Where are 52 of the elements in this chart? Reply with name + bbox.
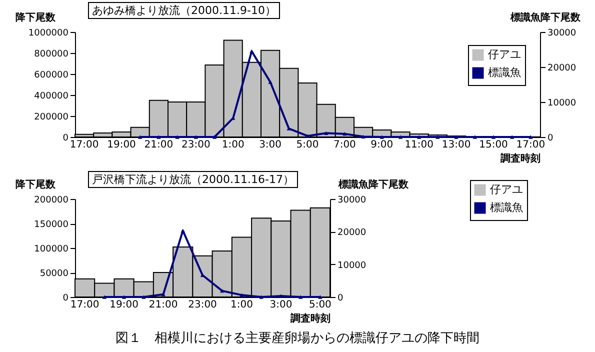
y2-axis-title: 標識魚降下尾数 (338, 178, 410, 190)
y2-tick-label: 30000 (338, 196, 366, 206)
y2-tick-label: 10000 (548, 98, 576, 108)
x-tick-label: 3:00 (270, 300, 292, 310)
y-tick-label: 800000 (34, 50, 69, 60)
y-tick-label: 400000 (34, 92, 69, 102)
y2-axis-title: 標識魚降下尾数 (510, 12, 582, 24)
y2-tick-label: 10000 (338, 260, 366, 271)
y-axis-title: 降下尾数 (16, 12, 56, 24)
y-tick-label: 1000000 (28, 28, 69, 38)
y-tick-label: 0 (62, 294, 69, 304)
chart-title: 戸沢橋下流より放流（2000.11.16-17） (88, 171, 298, 188)
y-tick-label: 150000 (34, 220, 69, 230)
y-tick-label: 200000 (34, 112, 69, 122)
x-tick-label: 5:00 (296, 140, 319, 150)
x-tick-label: 21:00 (144, 140, 174, 150)
caption: 図１ 相模川における主要産卵場からの標識仔アユの降下時間 (114, 330, 480, 347)
y2-tick-label: 0 (338, 294, 344, 304)
legend-label: 仔アユ (488, 48, 521, 61)
y2-tick-label: 0 (548, 134, 554, 144)
y-tick-label: 600000 (34, 70, 69, 80)
x-tick-label: 15:00 (479, 140, 508, 150)
x-tick-label: 3:00 (259, 140, 282, 150)
y2-tick-label: 20000 (338, 228, 366, 238)
x-tick-label: 17:00 (70, 140, 99, 150)
x-tick-label: 23:00 (181, 140, 210, 150)
legend-label: 仔アユ (490, 183, 523, 196)
x-tick-label: 21:00 (148, 300, 178, 310)
x-tick-label: 19:00 (107, 140, 136, 150)
x-tick-label: 17:00 (516, 140, 546, 150)
y-tick-label: 50000 (40, 269, 69, 279)
x-tick-label: 19:00 (110, 300, 138, 310)
y2-tick-label: 20000 (548, 64, 576, 74)
x-tick-label: 7:00 (333, 140, 356, 150)
x-tick-label: 13:00 (442, 140, 471, 150)
chart-title: あゆみ橋より放流（2000.11.9-10） (88, 2, 280, 19)
x-tick-label: 11:00 (404, 140, 434, 150)
legend-label: 標識魚 (488, 66, 521, 79)
x-tick-label: 1:00 (222, 140, 244, 150)
x-axis-title: 調査時刻 (500, 152, 540, 164)
x-tick-label: 9:00 (370, 140, 394, 150)
x-tick-label: 1:00 (230, 300, 253, 310)
x-tick-label: 17:00 (70, 300, 100, 310)
x-tick-label: 23:00 (188, 300, 217, 310)
y-axis-title: 降下尾数 (16, 178, 56, 190)
x-axis-title: 調査時刻 (290, 312, 330, 324)
legend-label: 標識魚 (490, 201, 523, 214)
y-tick-label: 100000 (34, 244, 69, 254)
y-tick-label: 0 (62, 134, 69, 144)
y-tick-label: 200000 (34, 196, 69, 206)
y2-tick-label: 30000 (548, 28, 576, 38)
x-tick-label: 5:00 (308, 300, 332, 310)
